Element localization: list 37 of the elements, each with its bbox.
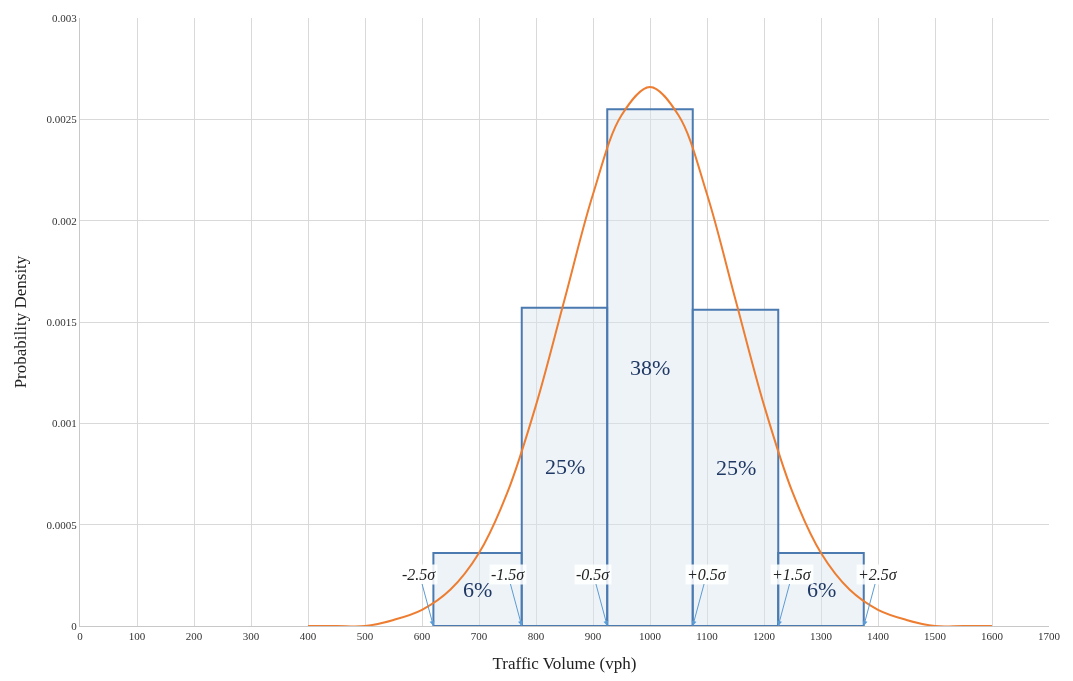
x-tick-label: 500 — [356, 630, 374, 643]
x-tick-label: 300 — [242, 630, 260, 643]
x-tick-label: 200 — [185, 630, 203, 643]
line-series — [307, 85, 993, 626]
annotation: +1.5σ — [772, 566, 812, 583]
x-tick-label: 1400 — [867, 630, 890, 643]
x-tick-label: 1100 — [696, 630, 719, 643]
annotation: -1.5σ — [491, 566, 526, 583]
y-tick-label: 0.0025 — [46, 113, 78, 126]
annotation: +2.5σ — [858, 566, 898, 583]
y-tick-label: 0.001 — [52, 417, 77, 430]
x-tick-label: 1700 — [1038, 630, 1061, 643]
annotation: +0.5σ — [687, 566, 727, 583]
x-tick-label: 1500 — [924, 630, 947, 643]
x-axis-title: Traffic Volume (vph) — [492, 653, 637, 673]
x-tick-label: 100 — [128, 630, 146, 643]
annotation: 25% — [716, 455, 757, 480]
annotation: -2.5σ — [402, 566, 437, 583]
y-axis-title: Probability Density — [11, 255, 31, 389]
x-tick-label: 1600 — [981, 630, 1004, 643]
y-tick-label: 0.0005 — [46, 518, 78, 531]
y-tick-label: 0.003 — [52, 11, 78, 24]
x-tick-label: 400 — [299, 630, 317, 643]
annotation: -0.5σ — [576, 566, 611, 583]
x-tick-label: 1200 — [753, 630, 776, 643]
x-tick-label: 1300 — [810, 630, 833, 643]
y-tick-label: 0.002 — [52, 214, 77, 227]
annotation: 6% — [463, 577, 493, 602]
y-tick-label: 0.0015 — [46, 315, 78, 328]
x-tick-label: 600 — [413, 630, 431, 643]
y-tick-label: 0 — [71, 619, 78, 632]
annotation: 38% — [630, 355, 671, 380]
x-tick-label: 1000 — [639, 630, 662, 643]
x-tick-label: 800 — [527, 630, 545, 643]
annotation: 25% — [545, 454, 586, 479]
x-tick-label: 900 — [584, 630, 602, 643]
x-tick-label: 700 — [470, 630, 488, 643]
